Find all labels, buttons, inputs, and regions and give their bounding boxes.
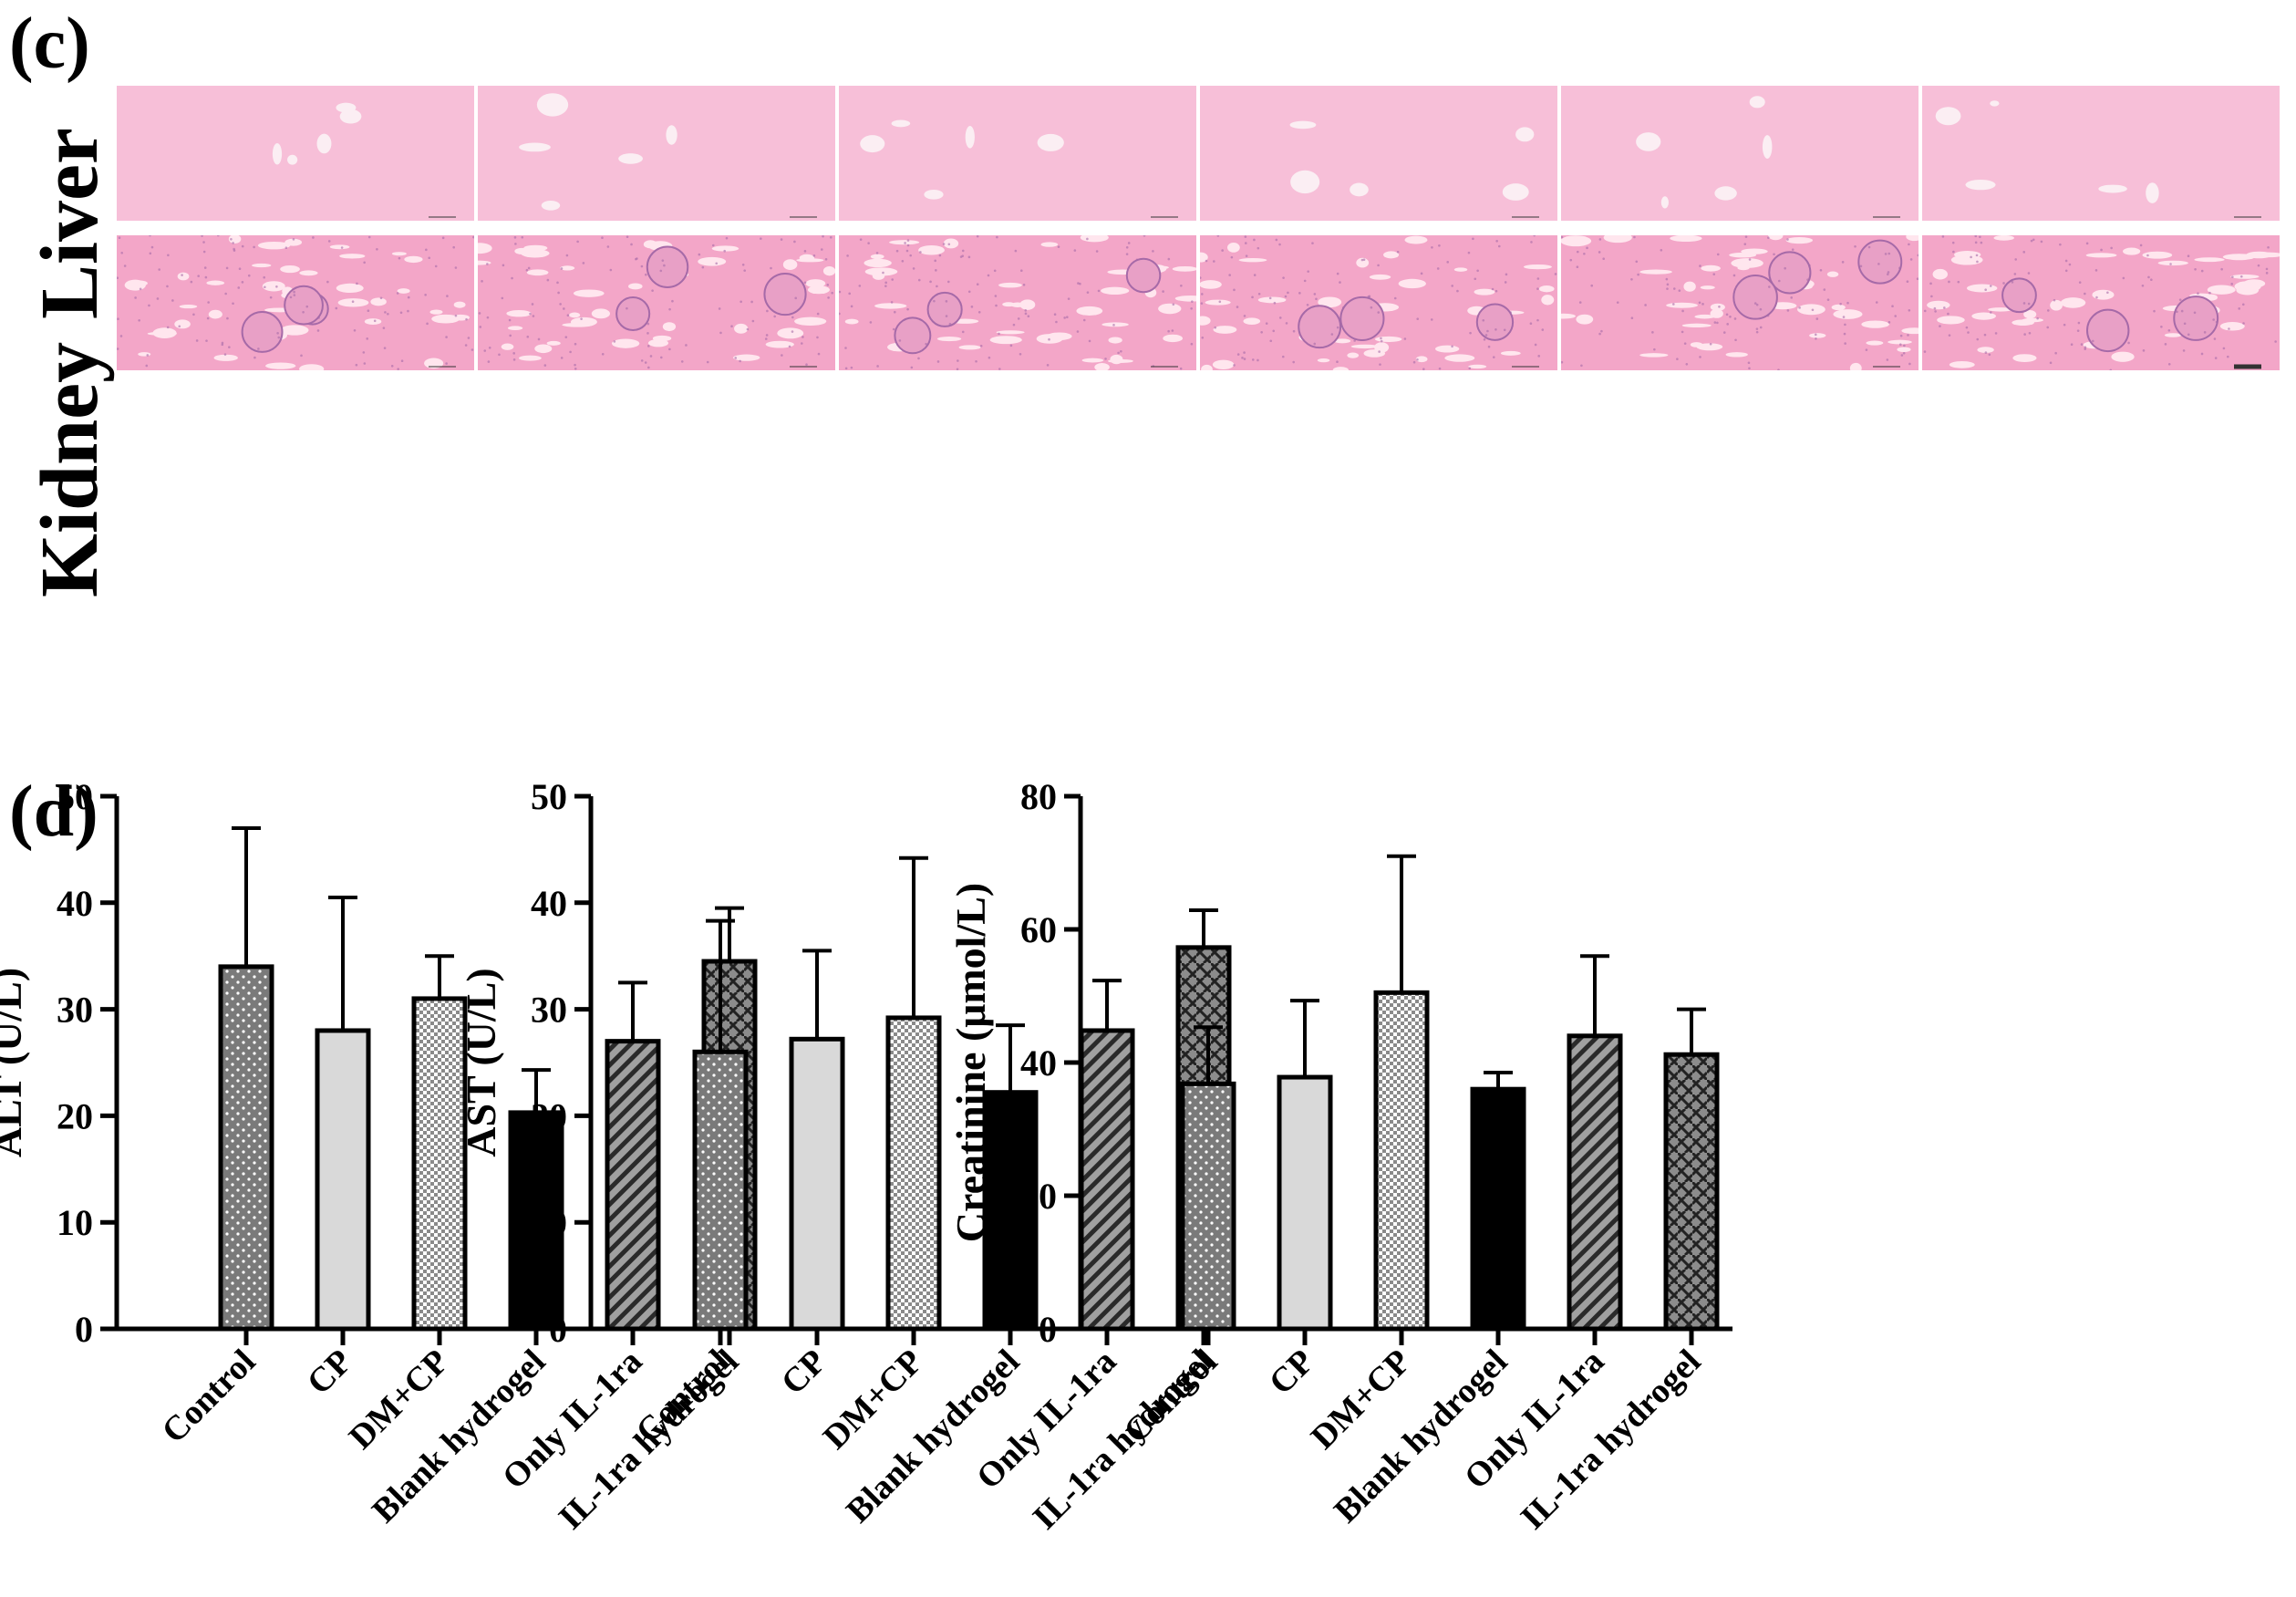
- y-tick-label-1-5: 50: [57, 776, 93, 817]
- bar-3-1: [1180, 1081, 1236, 1332]
- kidney-tile-2: [478, 235, 835, 370]
- x-tick-label-1-2: CP: [300, 1343, 360, 1403]
- y-axis-label-1: ALT (U/L): [0, 968, 30, 1157]
- x-tick-label-2-4: Blank hydrogel: [839, 1343, 1027, 1530]
- y-tick-label-3-0: 0: [1039, 1309, 1057, 1350]
- y-tick-label-3-2: 40: [1020, 1042, 1057, 1084]
- bar-3-4: [1470, 1086, 1526, 1332]
- bar-1-1: [218, 964, 274, 1332]
- y-tick-label-3-3: 60: [1020, 909, 1057, 950]
- kidney-tile-6: [1922, 235, 2280, 370]
- bar-1-5: [605, 1039, 661, 1332]
- x-tick-label-3-6: IL-1ra hydrogel: [1514, 1343, 1709, 1538]
- bar-1-4: [508, 1110, 564, 1332]
- x-tick-label-3-4: Blank hydrogel: [1327, 1343, 1515, 1530]
- y-tick-label-3-4: 80: [1020, 776, 1057, 817]
- kidney-tile-1: [117, 235, 474, 370]
- bar-3-2: [1277, 1074, 1333, 1332]
- bar-3-6: [1663, 1052, 1720, 1332]
- liver-tile-4: [1200, 86, 1557, 221]
- y-tick-label-2-5: 50: [531, 776, 567, 817]
- bar-2-4: [982, 1090, 1039, 1332]
- y-tick-label-1-2: 20: [57, 1095, 93, 1136]
- y-tick-label-2-1: 10: [531, 1202, 567, 1243]
- y-axis-label-2: AST (U/L): [458, 968, 504, 1156]
- x-tick-label-3-2: CP: [1262, 1343, 1322, 1403]
- bar-2-1: [692, 1049, 749, 1332]
- panel-c-label: (c): [9, 4, 90, 84]
- x-tick-label-1-4: Blank hydrogel: [365, 1343, 553, 1530]
- bar-1-3: [411, 996, 468, 1332]
- bar-1-2: [315, 1028, 371, 1332]
- y-tick-label-1-3: 30: [57, 990, 93, 1031]
- y-tick-label-2-4: 40: [531, 883, 567, 924]
- bar-2-3: [885, 1015, 942, 1332]
- y-tick-label-3-1: 20: [1020, 1176, 1057, 1217]
- liver-tile-1: [117, 86, 474, 221]
- y-tick-label-1-0: 0: [75, 1309, 93, 1350]
- kidney-tile-4: [1200, 235, 1557, 370]
- liver-tile-2: [478, 86, 835, 221]
- x-tick-label-1-1: Control: [155, 1343, 264, 1451]
- y-tick-label-2-3: 30: [531, 990, 567, 1031]
- liver-tile-3: [839, 86, 1196, 221]
- y-tick-label-2-2: 20: [531, 1095, 567, 1136]
- y-axis-label-3: Creatinine (μmol/L): [947, 883, 994, 1242]
- liver-tile-6: [1922, 86, 2280, 221]
- y-tick-label-1-4: 40: [57, 883, 93, 924]
- liver-tile-5: [1561, 86, 1919, 221]
- x-tick-label-3-1: Control: [1117, 1343, 1226, 1451]
- kidney-tile-3: [839, 235, 1196, 370]
- x-tick-label-2-1: Control: [629, 1343, 738, 1451]
- y-tick-label-2-0: 0: [549, 1309, 567, 1350]
- kidney-tile-5: [1561, 235, 1919, 370]
- panel-d-label: (d): [9, 772, 98, 852]
- bar-3-3: [1373, 990, 1430, 1332]
- bar-2-5: [1079, 1028, 1135, 1332]
- bar-3-5: [1567, 1033, 1623, 1332]
- y-tick-label-1-1: 10: [57, 1202, 93, 1243]
- bar-2-2: [789, 1036, 845, 1332]
- x-tick-label-2-2: CP: [774, 1343, 834, 1403]
